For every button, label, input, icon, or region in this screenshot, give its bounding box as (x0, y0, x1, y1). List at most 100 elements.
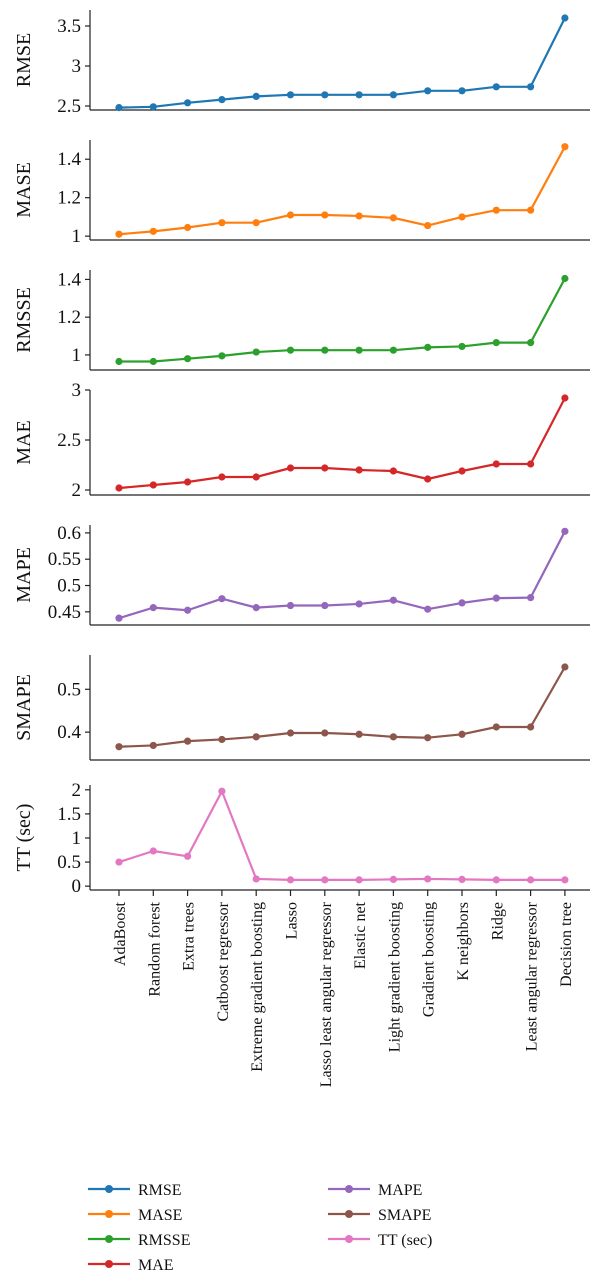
panel-7-y-tick-label: 2 (72, 780, 82, 801)
panel-2-y-tick-label: 1.4 (57, 149, 81, 170)
panel-6-data-point (115, 743, 123, 751)
panel-5-data-point (389, 596, 397, 604)
panel-5-data-point (252, 604, 260, 612)
panel-4-y-tick-label: 2.5 (57, 430, 81, 451)
panel-5-y-label: MAPE (13, 547, 35, 603)
panel-5-y-tick-label: 0.55 (48, 549, 81, 570)
x-tick-label: Extreme gradient boosting (249, 902, 266, 1072)
x-tick-label: Extra trees (181, 902, 198, 971)
x-tick-label: Catboost regressor (215, 901, 232, 1021)
panel-1-data-point (321, 91, 329, 99)
panel-1-data-point (527, 83, 535, 91)
panel-7-data-point (149, 847, 157, 855)
panel-2-data-point (492, 206, 500, 214)
panel-4-y-tick-label: 3 (72, 380, 82, 401)
panel-1-data-point (389, 91, 397, 99)
panel-5-data-point (561, 527, 569, 535)
legend-label: MASE (138, 1207, 182, 1224)
panel-1-data-point (458, 87, 466, 95)
panel-7-data-point (492, 876, 500, 884)
panel-7-y-label: TT (sec) (13, 804, 35, 872)
panel-2-data-point (424, 221, 432, 230)
legend-marker-mae (105, 1260, 113, 1268)
panel-2-data-point (149, 227, 157, 235)
panel-5-data-point (424, 605, 432, 613)
panel-7-series-line (118, 790, 565, 881)
panel-3-data-point (184, 355, 192, 363)
panel-2-y-tick-label: 1 (72, 226, 82, 247)
panel-2-data-point (527, 206, 535, 214)
legend-marker-mase (105, 1210, 113, 1218)
panel-4-data-point (492, 460, 500, 468)
legend-label: RMSSE (138, 1232, 190, 1249)
panel-3-data-point (149, 357, 157, 366)
panel-3-y-label: RMSSE (13, 287, 35, 353)
x-tick-label: Ridge (489, 902, 506, 940)
panel-3-data-point (218, 352, 226, 360)
panel-4-data-point (458, 467, 466, 475)
panel-5-data-point (355, 600, 363, 608)
panel-3-data-point (389, 346, 397, 354)
panel-4-data-point (561, 394, 569, 402)
panel-1-data-point (286, 91, 295, 99)
panel-4-data-point (321, 464, 329, 472)
panel-6-data-point (389, 733, 397, 741)
panel-6-data-point (492, 723, 500, 731)
panel-2-data-point (355, 212, 363, 220)
panel-4-data-point (389, 467, 397, 475)
x-tick-label: Light gradient boosting (386, 902, 403, 1052)
panel-7-data-point (389, 875, 397, 884)
panel-7-data-point (218, 787, 226, 795)
legend-marker-tt-sec- (345, 1235, 353, 1243)
panel-6-data-point (355, 730, 363, 738)
panel-1-data-point (355, 91, 363, 99)
panel-3-data-point (458, 342, 466, 351)
panel-7-data-point (321, 876, 329, 884)
panel-1-data-point (492, 83, 500, 91)
panel-7-y-tick-label: 1 (72, 828, 82, 849)
x-tick-label: Lasso least angular regressor (318, 901, 335, 1087)
panel-5-data-point (149, 604, 157, 612)
panel-3-y-tick-label: 1.2 (57, 307, 81, 328)
panel-6-y-tick-label: 0.4 (57, 722, 81, 743)
panel-7-data-point (561, 876, 569, 884)
panel-7-data-point (184, 852, 192, 860)
panel-5-y-tick-label: 0.5 (57, 576, 81, 597)
panel-4-data-point (424, 475, 432, 483)
panel-4-data-point (184, 478, 192, 486)
panel-5-data-point (492, 594, 500, 602)
panel-7-y-tick-label: 0.5 (57, 852, 81, 873)
panel-3-data-point (527, 339, 535, 347)
legend-label: MAE (138, 1257, 174, 1274)
panel-2-data-point (458, 213, 466, 221)
panel-2-data-point (252, 219, 260, 227)
panel-2-data-point (184, 223, 192, 232)
panel-3-data-point (321, 346, 329, 354)
panel-6-y-tick-label: 0.5 (57, 679, 81, 700)
panel-4-data-point (149, 481, 157, 489)
x-tick-label: Least angular regressor (524, 901, 541, 1051)
panel-2-data-point (321, 211, 329, 219)
panel-6-data-point (561, 663, 569, 671)
panel-6-data-point (321, 729, 329, 737)
x-tick-label: Decision tree (558, 902, 575, 987)
panel-4-y-label: MAE (13, 420, 35, 464)
x-tick-label: Gradient boosting (421, 902, 438, 1017)
panel-1-y-tick-label: 3 (72, 56, 82, 77)
panel-7-y-tick-label: 1.5 (57, 804, 81, 825)
panel-4-data-point (115, 484, 123, 492)
panel-4-data-point (252, 473, 260, 481)
legend-label: MAPE (378, 1182, 422, 1199)
panel-7-data-point (424, 875, 432, 883)
panel-7-data-point (458, 875, 466, 884)
panel-1-data-point (115, 104, 123, 112)
panel-4-data-point (355, 466, 363, 474)
panel-5-data-point (115, 614, 123, 622)
panel-5-y-tick-label: 0.45 (48, 602, 81, 623)
panel-1-data-point (424, 87, 432, 95)
x-tick-label: Elastic net (352, 901, 369, 969)
panel-3-data-point (252, 348, 260, 356)
panel-5-data-point (321, 601, 329, 610)
panel-2-data-point (389, 214, 397, 222)
